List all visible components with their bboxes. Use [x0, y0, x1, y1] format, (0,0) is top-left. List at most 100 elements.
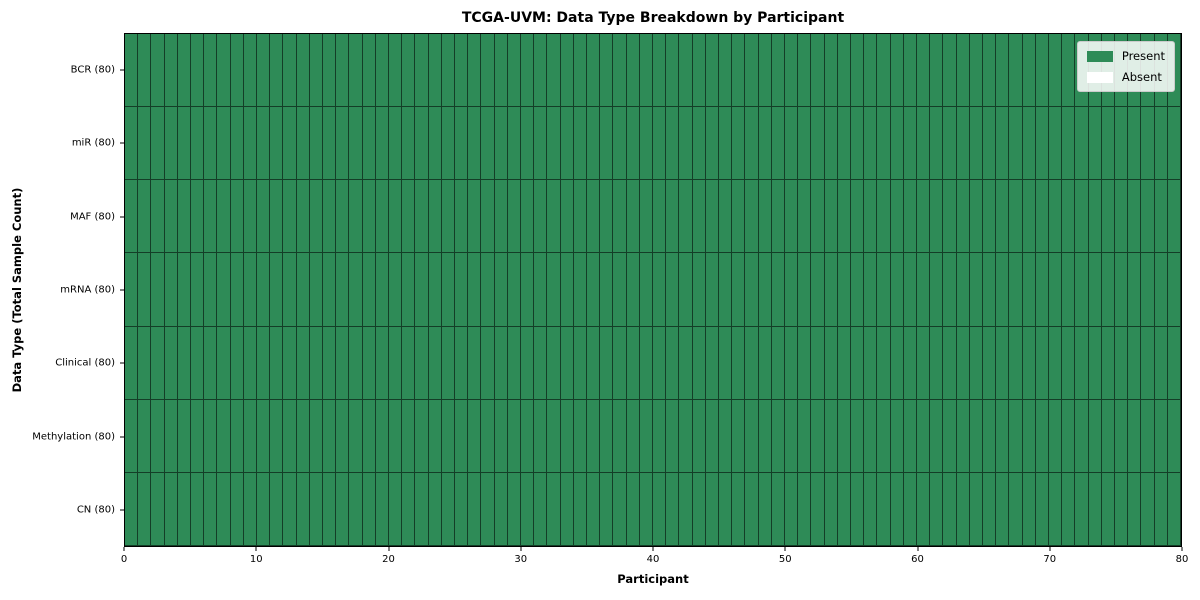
heatmap-cell [204, 326, 218, 400]
heatmap-cell [270, 326, 284, 400]
heatmap-cell [1062, 472, 1076, 546]
heatmap-cell [732, 472, 746, 546]
heatmap-cell [151, 253, 165, 327]
heatmap-cell [811, 399, 825, 473]
heatmap-cell [1009, 399, 1023, 473]
heatmap-cell [256, 34, 271, 108]
heatmap-cell [270, 399, 284, 473]
heatmap-cell [824, 399, 838, 473]
heatmap-cell [204, 399, 218, 473]
heatmap-cell [679, 34, 693, 108]
heatmap-cell [454, 472, 469, 546]
heatmap-cell [890, 107, 904, 181]
heatmap-cell [1088, 180, 1102, 254]
heatmap-cell [494, 107, 508, 181]
heatmap-cell [745, 180, 759, 254]
heatmap-cell [798, 253, 812, 327]
heatmap-cell [1009, 326, 1023, 400]
heatmap-cell [270, 107, 284, 181]
heatmap-cell [190, 34, 205, 108]
heatmap-cell [930, 107, 944, 181]
heatmap-cell [270, 180, 284, 254]
heatmap-cell [428, 399, 442, 473]
heatmap-cell [309, 326, 323, 400]
heatmap-cell [586, 399, 601, 473]
heatmap-cell [1088, 107, 1102, 181]
heatmap-cell [1035, 107, 1049, 181]
heatmap-cell [349, 326, 363, 400]
heatmap-cell [1022, 34, 1036, 108]
x-tick-mark [255, 547, 257, 551]
heatmap-cell [534, 326, 548, 400]
heatmap-cell [441, 472, 455, 546]
heatmap-cell [982, 180, 997, 254]
heatmap-cell [956, 399, 970, 473]
heatmap-cell [217, 253, 231, 327]
heatmap-cell [507, 472, 521, 546]
heatmap-cell [903, 34, 917, 108]
heatmap-cell [850, 472, 865, 546]
heatmap-cell [507, 399, 521, 473]
heatmap-cell [784, 472, 799, 546]
y-axis: BCR (80) miR (80) MAF (80) mRNA (80) Clinica… [0, 33, 124, 547]
heatmap-cell [1009, 34, 1023, 108]
heatmap-cell [296, 326, 310, 400]
heatmap-cell [916, 326, 931, 400]
heatmap-cell [1141, 253, 1155, 327]
heatmap-cell [164, 34, 178, 108]
heatmap-cell [375, 326, 389, 400]
heatmap-cell [230, 326, 244, 400]
heatmap-cell [402, 326, 416, 400]
x-tick-mark [520, 547, 522, 551]
heatmap-cell [692, 472, 706, 546]
heatmap-cell [639, 253, 653, 327]
heatmap-cell [336, 107, 350, 181]
heatmap-cell [732, 34, 746, 108]
heatmap-cell [732, 180, 746, 254]
heatmap-cell [534, 34, 548, 108]
heatmap-cell [507, 180, 521, 254]
heatmap-cell [349, 180, 363, 254]
heatmap-cell [217, 472, 231, 546]
heatmap-cell [877, 180, 891, 254]
y-tick-mark [120, 509, 124, 511]
x-tick-label: 50 [778, 554, 792, 565]
heatmap-cell [428, 472, 442, 546]
heatmap-cell [771, 472, 785, 546]
heatmap-cell [1075, 107, 1089, 181]
heatmap-cell [375, 34, 389, 108]
heatmap-cell [679, 399, 693, 473]
heatmap-cell [1167, 399, 1181, 473]
heatmap-cell [296, 34, 310, 108]
heatmap-cell [732, 399, 746, 473]
heatmap-cell [930, 472, 944, 546]
heatmap-cell [402, 253, 416, 327]
heatmap-cell [283, 253, 297, 327]
heatmap-cell [679, 107, 693, 181]
heatmap-cell [1114, 180, 1129, 254]
heatmap-cell [402, 472, 416, 546]
heatmap-cell [600, 253, 614, 327]
heatmap-cell [547, 399, 561, 473]
heatmap-cell [1048, 34, 1063, 108]
x-tick-label: 80 [1175, 554, 1189, 565]
heatmap-cell [1114, 253, 1129, 327]
heatmap-cell [798, 399, 812, 473]
heatmap-cell [349, 107, 363, 181]
heatmap-cell [705, 326, 719, 400]
heatmap-cell [943, 399, 957, 473]
heatmap-cell [784, 326, 799, 400]
x-tick-mark [1181, 547, 1183, 551]
heatmap-cell [1088, 472, 1102, 546]
heatmap-cell [996, 180, 1010, 254]
heatmap-cell [850, 253, 865, 327]
heatmap-cell [639, 472, 653, 546]
heatmap-cell [309, 472, 323, 546]
heatmap-cell [573, 253, 587, 327]
heatmap-cell [652, 326, 667, 400]
heatmap-cell [718, 107, 733, 181]
heatmap-cell [824, 253, 838, 327]
heatmap-cell [362, 472, 376, 546]
heatmap-cell [454, 34, 469, 108]
